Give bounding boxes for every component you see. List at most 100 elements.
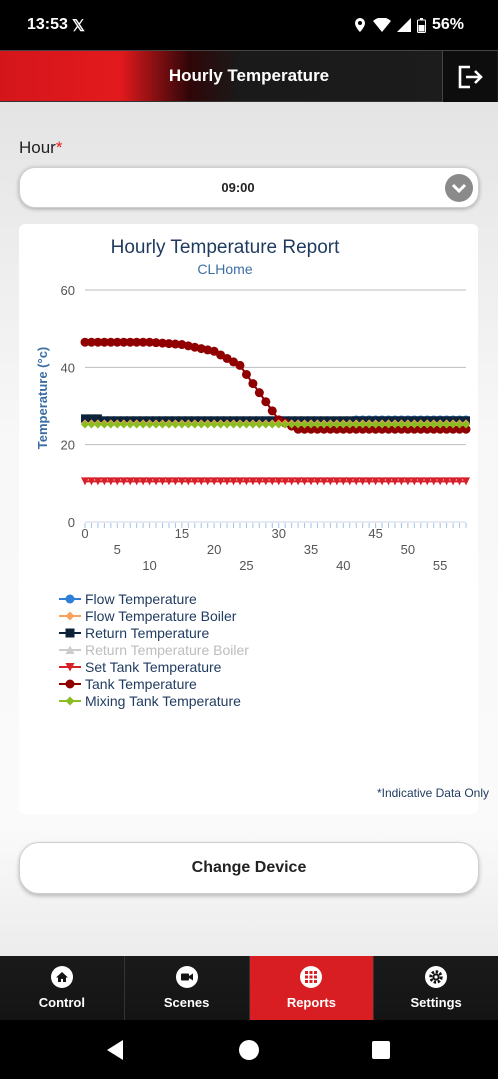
chart-subtitle: CLHome bbox=[197, 261, 253, 277]
point-mixing-tank-temperature bbox=[365, 420, 374, 429]
point-tank-temperature bbox=[325, 424, 335, 434]
point-set-tank-temperature bbox=[81, 477, 89, 486]
point-mixing-tank-temperature bbox=[119, 420, 128, 429]
home-nav-icon[interactable] bbox=[238, 1039, 260, 1061]
point-set-tank-temperature bbox=[416, 477, 425, 486]
point-tank-temperature bbox=[442, 424, 452, 434]
point-set-tank-temperature bbox=[235, 477, 244, 486]
x-tick-label-35: 35 bbox=[304, 542, 318, 557]
x-tick-label-20: 20 bbox=[207, 542, 221, 557]
legend-item-return-temperature[interactable]: Return Temperature bbox=[59, 624, 249, 641]
point-mixing-tank-temperature bbox=[436, 420, 445, 429]
point-mixing-tank-temperature bbox=[190, 420, 199, 429]
point-set-tank-temperature bbox=[139, 477, 148, 486]
point-set-tank-temperature bbox=[223, 477, 232, 486]
point-tank-temperature bbox=[409, 424, 419, 434]
point-mixing-tank-temperature bbox=[242, 420, 251, 429]
hour-select[interactable]: 09:00 bbox=[19, 167, 479, 208]
legend-item-flow-temperature-boiler[interactable]: Flow Temperature Boiler bbox=[59, 607, 249, 624]
point-tank-temperature bbox=[235, 360, 245, 370]
change-device-button[interactable]: Change Device bbox=[19, 842, 479, 894]
point-set-tank-temperature bbox=[158, 477, 167, 486]
point-set-tank-temperature bbox=[307, 477, 316, 486]
legend-item-tank-temperature[interactable]: Tank Temperature bbox=[59, 675, 249, 692]
point-tank-temperature bbox=[300, 424, 310, 434]
signal-icon bbox=[396, 18, 411, 32]
chart-legend: Flow Temperature Flow Temperature Boiler R… bbox=[59, 590, 249, 709]
legend-item-flow-temperature[interactable]: Flow Temperature bbox=[59, 590, 249, 607]
point-set-tank-temperature bbox=[423, 477, 432, 486]
tab-settings-label: Settings bbox=[410, 995, 462, 1010]
point-tank-temperature bbox=[435, 424, 445, 434]
point-mixing-tank-temperature bbox=[358, 420, 367, 429]
point-tank-temperature bbox=[351, 424, 361, 434]
tab-scenes-label: Scenes bbox=[163, 995, 210, 1010]
point-mixing-tank-temperature bbox=[462, 420, 470, 429]
required-mark: * bbox=[55, 138, 63, 157]
main-content: Hour* 09:00 0 20 40 60 Temperature (°c) 0 5 10 1… bbox=[0, 102, 498, 956]
x-tick-label-45: 45 bbox=[368, 526, 382, 541]
point-set-tank-temperature bbox=[281, 477, 290, 486]
legend-item-set-tank-temperature[interactable]: Set Tank Temperature bbox=[59, 658, 249, 675]
legend-label: Flow Temperature Boiler bbox=[85, 607, 237, 624]
point-mixing-tank-temperature bbox=[326, 420, 335, 429]
tab-control[interactable]: Control bbox=[0, 956, 125, 1020]
point-mixing-tank-temperature bbox=[397, 420, 406, 429]
point-tank-temperature bbox=[455, 424, 465, 434]
point-mixing-tank-temperature bbox=[255, 420, 264, 429]
point-mixing-tank-temperature bbox=[281, 420, 290, 429]
point-tank-temperature bbox=[132, 337, 142, 347]
point-set-tank-temperature bbox=[462, 477, 470, 486]
tab-settings[interactable]: Settings bbox=[374, 956, 498, 1020]
legend-label: Return Temperature bbox=[85, 624, 210, 641]
point-mixing-tank-temperature bbox=[416, 420, 425, 429]
x-app-icon: 𝕏 bbox=[72, 18, 85, 35]
tab-reports[interactable]: Reports bbox=[249, 956, 375, 1020]
point-set-tank-temperature bbox=[197, 477, 206, 486]
point-set-tank-temperature bbox=[352, 477, 361, 486]
point-mixing-tank-temperature bbox=[152, 420, 161, 429]
point-set-tank-temperature bbox=[119, 477, 128, 486]
point-return-temperature bbox=[87, 414, 96, 423]
point-set-tank-temperature bbox=[216, 477, 225, 486]
grid-icon bbox=[300, 966, 323, 988]
point-tank-temperature bbox=[80, 337, 90, 347]
point-mixing-tank-temperature bbox=[210, 420, 219, 429]
x-tick-label-15: 15 bbox=[175, 526, 189, 541]
point-set-tank-temperature bbox=[242, 477, 251, 486]
point-set-tank-temperature bbox=[248, 477, 257, 486]
point-set-tank-temperature bbox=[455, 477, 464, 486]
page-title: Hourly Temperature bbox=[168, 66, 330, 85]
point-set-tank-temperature bbox=[449, 477, 458, 486]
point-tank-temperature bbox=[125, 337, 135, 347]
video-camera-icon bbox=[175, 966, 198, 988]
point-tank-temperature bbox=[319, 424, 329, 434]
point-set-tank-temperature bbox=[378, 477, 387, 486]
legend-item-return-temperature-boiler[interactable]: Return Temperature Boiler bbox=[59, 641, 249, 658]
x-tick-label-5: 5 bbox=[114, 542, 121, 557]
location-icon bbox=[354, 18, 365, 32]
y-axis-label: Temperature (°c) bbox=[35, 347, 50, 449]
point-mixing-tank-temperature bbox=[261, 420, 270, 429]
legend-marker-icon bbox=[59, 696, 81, 705]
back-icon[interactable] bbox=[105, 1039, 125, 1061]
point-mixing-tank-temperature bbox=[294, 420, 303, 429]
tab-control-label: Control bbox=[38, 995, 85, 1010]
legend-marker-icon bbox=[59, 594, 81, 603]
battery-percentage: 56% bbox=[431, 16, 464, 33]
point-tank-temperature bbox=[254, 388, 264, 398]
point-tank-temperature bbox=[93, 337, 103, 347]
point-mixing-tank-temperature bbox=[87, 420, 96, 429]
point-set-tank-temperature bbox=[287, 477, 296, 486]
point-set-tank-temperature bbox=[326, 477, 335, 486]
legend-item-mixing-tank-temperature[interactable]: Mixing Tank Temperature bbox=[59, 692, 249, 709]
point-mixing-tank-temperature bbox=[423, 420, 432, 429]
recents-icon[interactable] bbox=[372, 1041, 390, 1059]
point-set-tank-temperature bbox=[390, 477, 399, 486]
logout-button[interactable] bbox=[442, 51, 497, 102]
hour-label: Hour* bbox=[19, 138, 62, 158]
chevron-down-icon[interactable] bbox=[445, 174, 473, 202]
point-set-tank-temperature bbox=[397, 477, 406, 486]
status-time: 13:53 bbox=[27, 16, 68, 33]
tab-scenes[interactable]: Scenes bbox=[124, 956, 250, 1020]
